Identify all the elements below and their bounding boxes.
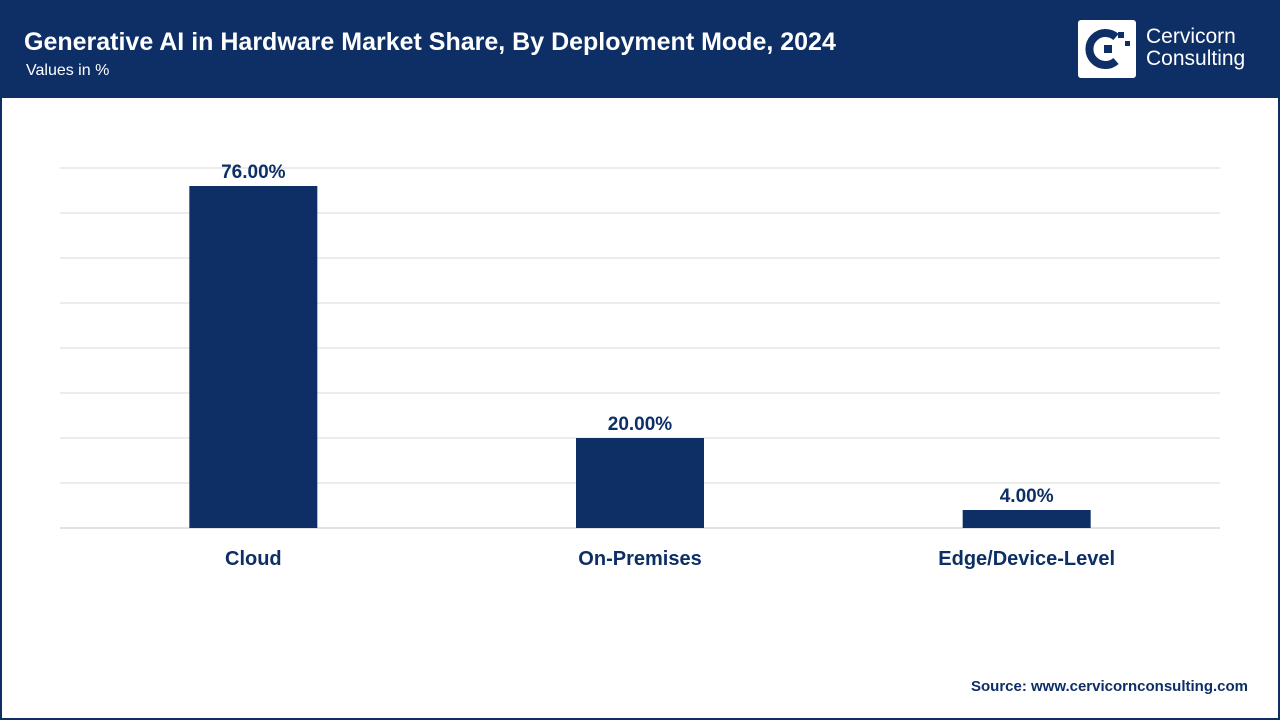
header-banner: Generative AI in Hardware Market Share, … xyxy=(2,2,1278,98)
brand-name: Cervicorn Consulting xyxy=(1146,26,1245,70)
bar-chart: 76.00% Cloud 20.00% On-Premises 4.00% Edge/De… xyxy=(60,162,1220,570)
bar-on-premises xyxy=(576,438,704,528)
category-label: On-Premises xyxy=(578,548,701,570)
chart-title: Generative AI in Hardware Market Share, … xyxy=(24,28,836,56)
category-label: Cloud xyxy=(225,548,282,570)
bar-cloud xyxy=(189,186,318,528)
brand-logo-icon xyxy=(1078,20,1136,78)
data-label: 76.00% xyxy=(221,162,286,183)
data-label: 4.00% xyxy=(1000,486,1054,507)
brand-name-line1: Cervicorn xyxy=(1146,25,1236,48)
bar-edge-device-level xyxy=(962,510,1091,528)
brand-name-line2: Consulting xyxy=(1146,47,1246,70)
chart-subtitle: Values in % xyxy=(26,62,110,79)
source-note: Source: www.cervicornconsulting.com xyxy=(970,678,1248,695)
category-label: Edge/Device-Level xyxy=(938,548,1115,570)
data-label: 20.00% xyxy=(608,414,673,435)
brand-logo: Cervicorn Consulting xyxy=(1078,20,1258,82)
